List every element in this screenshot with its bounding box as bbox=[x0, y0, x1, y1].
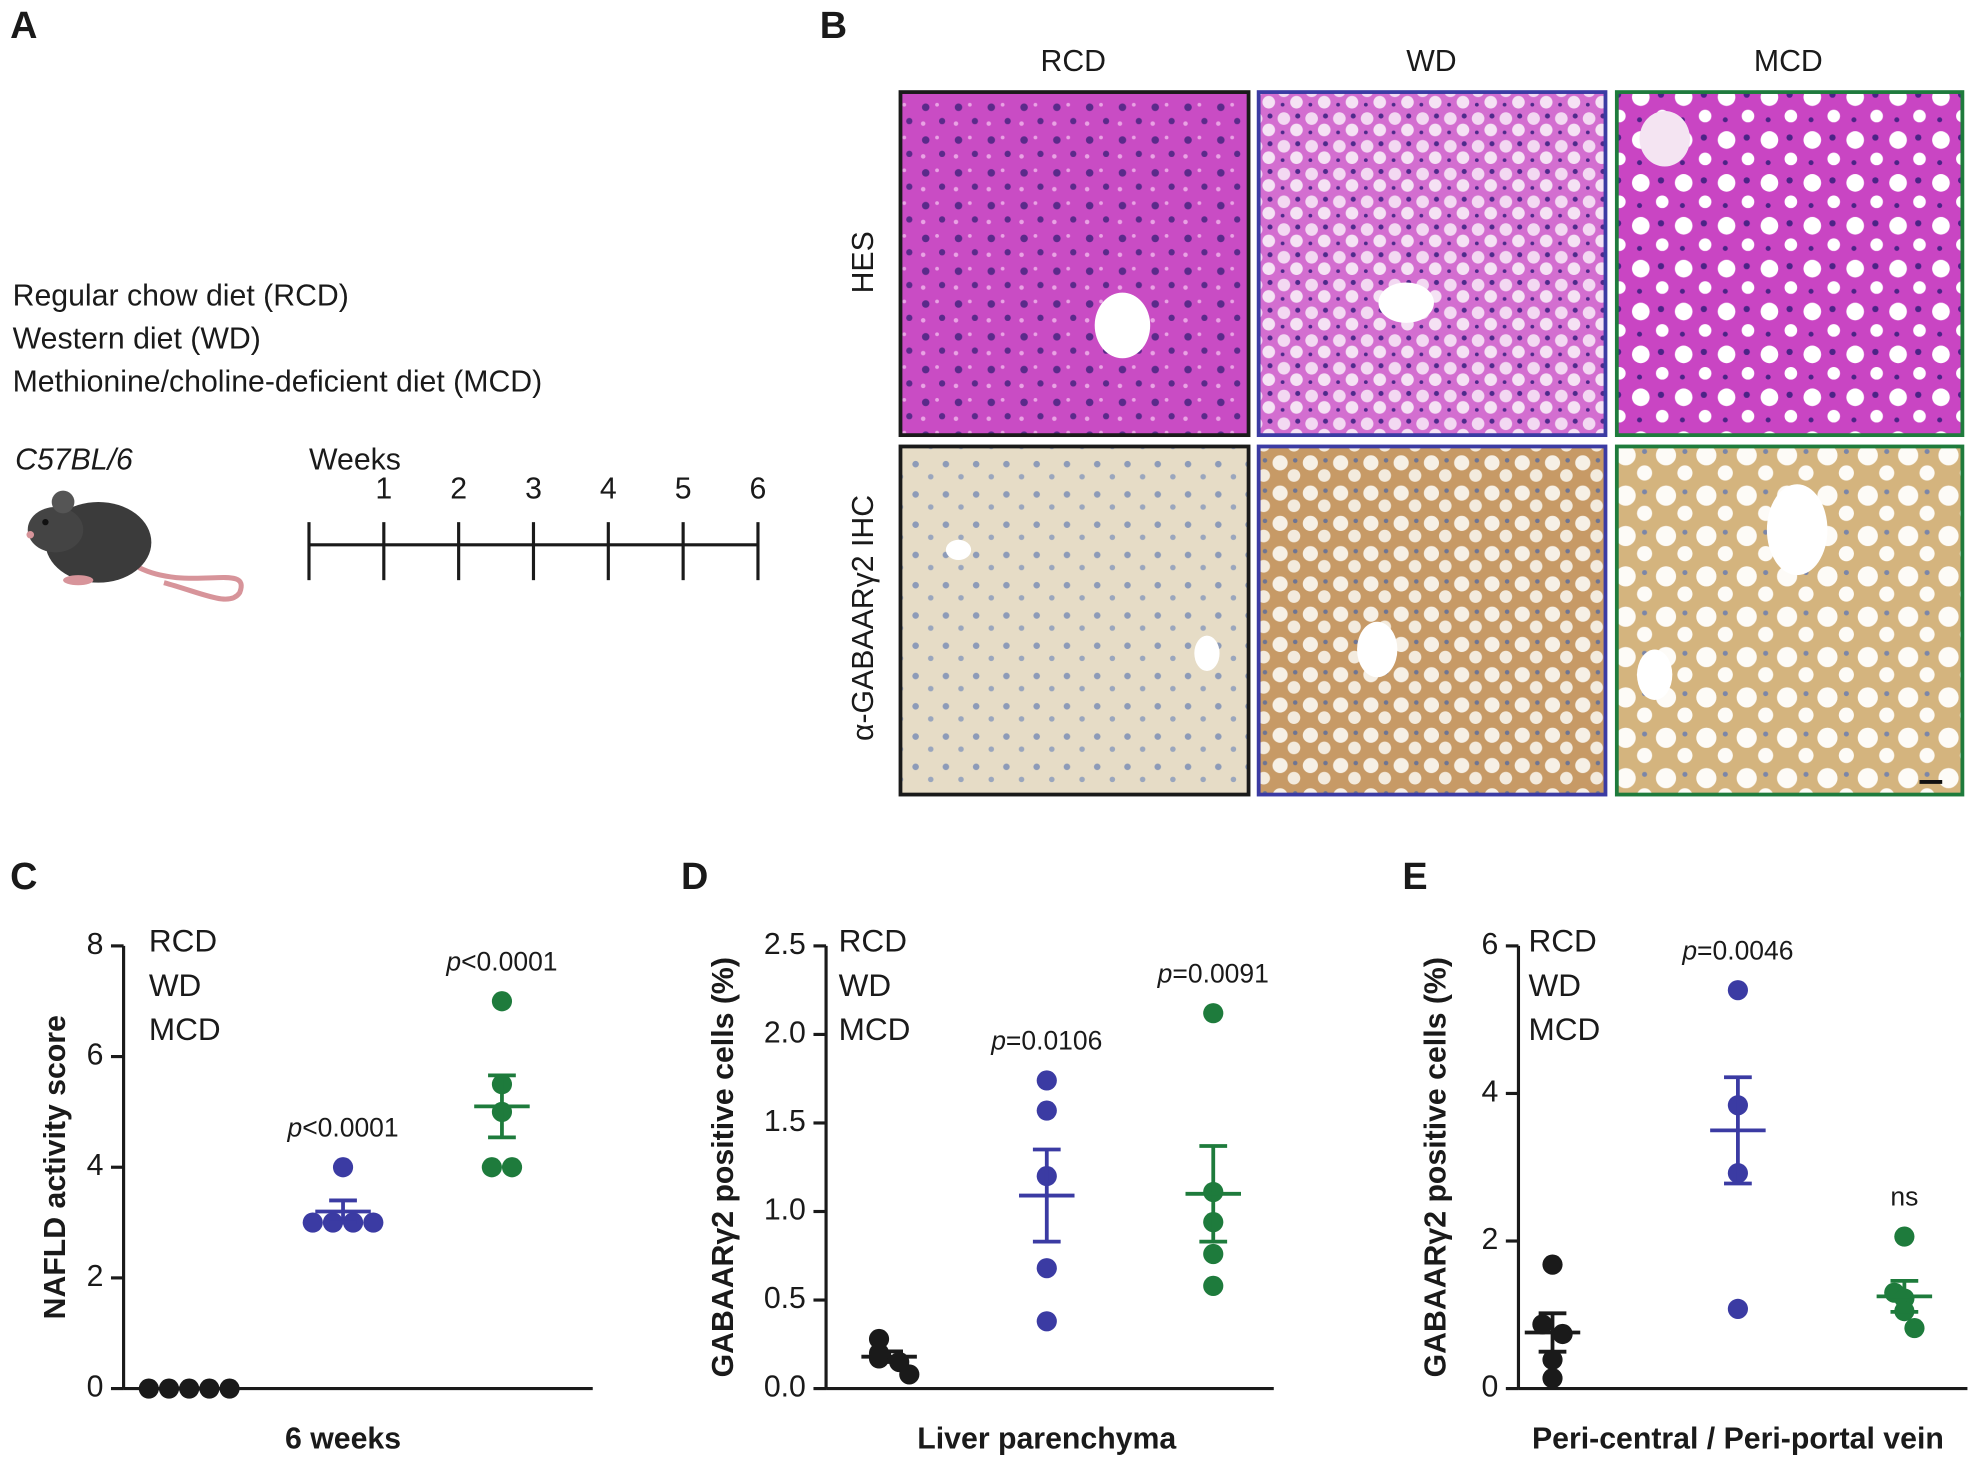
diet-label: Western diet (WD) bbox=[13, 323, 261, 356]
y-tick-label: 2 bbox=[1481, 1223, 1498, 1256]
p-value-label: p=0.0046 bbox=[1681, 935, 1793, 965]
data-point bbox=[1036, 1311, 1057, 1332]
timeline-tick-label: 5 bbox=[675, 473, 692, 506]
legend-entry: MCD bbox=[839, 1011, 911, 1047]
row-label: α-GABAARγ2 IHC bbox=[847, 495, 880, 741]
panel-label: A bbox=[10, 5, 37, 47]
y-tick-label: 1.0 bbox=[764, 1194, 806, 1227]
x-axis-label: Liver parenchyma bbox=[917, 1422, 1177, 1455]
timeline: 1 2 3 4 5 6 bbox=[307, 473, 767, 581]
y-axis-label: GABAARγ2 positive cells (%) bbox=[1420, 957, 1453, 1377]
p-value-label: p<0.0001 bbox=[286, 1112, 398, 1142]
data-point bbox=[1532, 1314, 1553, 1335]
y-tick-label: 6 bbox=[87, 1039, 104, 1072]
vessel bbox=[1357, 621, 1398, 678]
vessel bbox=[1378, 282, 1434, 323]
p-value-label: ns bbox=[1890, 1182, 1918, 1212]
data-point bbox=[1727, 980, 1748, 1001]
panel-label: B bbox=[820, 5, 847, 47]
y-tick-label: 2.5 bbox=[764, 928, 806, 961]
data-point bbox=[1203, 1003, 1224, 1024]
data-point bbox=[1894, 1226, 1915, 1247]
y-tick-label: 1.5 bbox=[764, 1105, 806, 1138]
data-point bbox=[1542, 1368, 1563, 1389]
data-point bbox=[1203, 1243, 1224, 1265]
legend-entry: WD bbox=[839, 967, 892, 1003]
y-tick-label: 6 bbox=[1481, 928, 1498, 961]
data-point bbox=[1203, 1275, 1224, 1296]
y-tick-label: 8 bbox=[87, 928, 104, 961]
y-tick-label: 0.5 bbox=[764, 1282, 806, 1315]
panel-label: E bbox=[1402, 856, 1427, 898]
data-point bbox=[1727, 1298, 1748, 1319]
data-point bbox=[363, 1212, 384, 1233]
row-label: HES bbox=[847, 231, 880, 293]
vessel bbox=[1194, 635, 1220, 671]
data-point bbox=[219, 1378, 240, 1399]
y-tick-label: 2.0 bbox=[764, 1016, 806, 1049]
y-tick-label: 0.0 bbox=[764, 1371, 806, 1404]
vessel bbox=[1637, 649, 1673, 700]
timeline-tick-label: 1 bbox=[375, 473, 392, 506]
y-axis-label: NAFLD activity score bbox=[39, 1015, 72, 1319]
panel-label: C bbox=[10, 856, 37, 898]
x-axis-label: 6 weeks bbox=[285, 1422, 401, 1455]
legend-entry: RCD bbox=[839, 923, 907, 959]
p-value-label: p=0.0091 bbox=[1157, 958, 1269, 988]
panel-label: D bbox=[681, 856, 708, 898]
legend-entry: WD bbox=[149, 967, 202, 1003]
vessel bbox=[1094, 292, 1151, 359]
data-point bbox=[1542, 1349, 1563, 1370]
data-point bbox=[868, 1328, 890, 1350]
x-axis-label: Peri-central / Peri-portal vein bbox=[1532, 1422, 1944, 1455]
column-header: RCD bbox=[1040, 45, 1106, 78]
column-header: WD bbox=[1406, 45, 1456, 78]
p-value-label: p=0.0106 bbox=[990, 1026, 1102, 1056]
legend-entry: MCD bbox=[1529, 1011, 1601, 1047]
diet-label: Methionine/choline-deficient diet (MCD) bbox=[13, 365, 543, 398]
vessel bbox=[1639, 111, 1690, 167]
timeline-tick-label: 6 bbox=[750, 473, 767, 506]
legend-entry: RCD bbox=[1529, 923, 1597, 959]
vessel bbox=[945, 539, 972, 560]
y-tick-label: 0 bbox=[87, 1371, 104, 1404]
data-point bbox=[491, 991, 513, 1012]
micrograph bbox=[1256, 90, 1608, 438]
legend-entry: RCD bbox=[149, 923, 217, 959]
histology-grid bbox=[898, 90, 1965, 797]
micrograph bbox=[898, 444, 1251, 797]
data-point bbox=[138, 1378, 159, 1399]
data-point bbox=[1542, 1254, 1563, 1275]
y-tick-label: 0 bbox=[1481, 1371, 1498, 1404]
data-point bbox=[1036, 1100, 1057, 1121]
data-point bbox=[1036, 1070, 1057, 1091]
y-tick-label: 4 bbox=[1481, 1075, 1498, 1108]
micrograph bbox=[898, 90, 1251, 438]
data-point bbox=[1036, 1258, 1057, 1279]
micrograph bbox=[1256, 444, 1608, 797]
diet-label: Regular chow diet (RCD) bbox=[13, 280, 349, 313]
timeline-tick-label: 2 bbox=[450, 473, 467, 506]
legend-entry: MCD bbox=[149, 1011, 221, 1047]
data-point bbox=[481, 1157, 502, 1178]
y-tick-label: 2 bbox=[87, 1260, 104, 1293]
timeline-tick-label: 4 bbox=[600, 473, 617, 506]
timeline-tick-label: 3 bbox=[525, 473, 542, 506]
data-point bbox=[501, 1157, 523, 1178]
p-value-label: p<0.0001 bbox=[445, 946, 557, 976]
data-point bbox=[899, 1364, 920, 1385]
column-header: MCD bbox=[1754, 45, 1823, 78]
y-tick-label: 4 bbox=[87, 1149, 104, 1182]
y-axis-label: GABAARγ2 positive cells (%) bbox=[707, 957, 740, 1377]
data-point bbox=[332, 1157, 354, 1178]
vessel bbox=[1766, 484, 1828, 576]
strain-label: C57BL/6 bbox=[15, 444, 133, 477]
mouse-icon bbox=[26, 490, 244, 602]
timeline-label: Weeks bbox=[309, 444, 401, 477]
data-point bbox=[302, 1212, 323, 1233]
data-point bbox=[1904, 1317, 1925, 1339]
legend-entry: WD bbox=[1529, 967, 1582, 1003]
